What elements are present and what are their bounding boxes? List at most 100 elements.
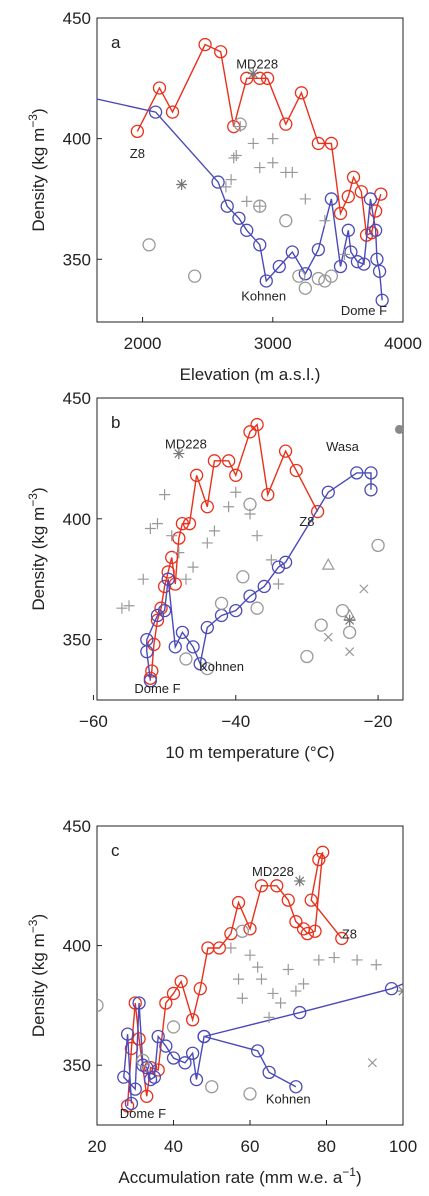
marker [250,417,264,432]
marker [225,942,237,954]
y-label-text: Density (kg m [29,128,48,232]
y-label-text: Density (kg m [29,933,48,1037]
annotation: MD228 [165,437,207,452]
annotation: Dome F [341,303,387,318]
marker [278,555,293,569]
y-axis-label: Density (kg m−3) [26,108,48,231]
marker [333,259,348,274]
marker [174,974,188,989]
marker [365,226,379,240]
marker [151,1029,165,1044]
marker [298,978,310,990]
y-label-exp: −3 [26,493,40,507]
marker [243,497,257,511]
marker [147,1070,162,1084]
marker [279,117,293,131]
series-line [126,851,343,1106]
marker [235,924,250,938]
marker [223,501,235,513]
marker [220,199,234,213]
marker [272,259,286,274]
marker [344,614,356,626]
marker [222,454,236,468]
marker [117,1070,131,1084]
marker [250,601,264,615]
marker [312,852,326,867]
marker [214,45,228,59]
marker [151,518,163,530]
marker [260,71,275,85]
x-tick-label: 80 [317,1137,336,1156]
marker [300,649,314,664]
marker [420,968,429,980]
marker [157,603,172,618]
marker [363,192,378,206]
y-label-exp: −3 [26,114,40,128]
y-tick-label: 350 [63,631,91,650]
marker [311,136,326,151]
x-tick-label: 20 [88,1137,107,1156]
marker [321,485,335,499]
marker [289,463,303,478]
marker [345,647,355,657]
annotation: Wasa [326,439,360,454]
annotation: Kohnen [199,659,244,674]
marker [159,489,171,501]
marker [357,257,371,271]
marker [342,625,357,640]
marker [251,530,263,542]
marker [324,136,339,151]
panel-letter: a [111,33,121,52]
series-line [203,983,403,1038]
marker [289,915,303,929]
x-tick-label: 3000 [254,334,292,353]
marker [324,269,339,283]
marker [207,454,222,468]
y-label-text: Density (kg m [29,507,48,611]
marker [166,1020,181,1034]
marker [351,954,363,966]
marker [275,997,287,1009]
marker [252,961,264,973]
marker [364,483,378,497]
marker [159,996,173,1010]
marker [228,152,240,164]
marker [161,565,175,579]
marker [120,1027,135,1041]
marker [150,608,165,623]
marker [232,211,246,225]
marker [299,193,311,205]
marker [294,86,309,100]
marker [189,1072,204,1087]
marker [247,67,259,79]
marker [285,245,299,259]
marker [240,223,254,237]
marker [335,603,350,618]
marker [259,274,273,288]
marker [211,175,225,189]
marker [147,637,161,652]
marker [165,550,179,565]
marker [132,996,146,1010]
marker [159,1039,173,1053]
marker [311,271,326,286]
y-tick-label: 400 [63,510,91,529]
marker [130,124,145,139]
x-tick-label: 40 [164,1137,183,1156]
marker [229,468,243,482]
marker [254,879,269,893]
y-label-end: ) [29,487,48,493]
marker [286,166,298,178]
marker [328,952,340,964]
marker [313,954,325,966]
marker [200,661,214,676]
marker [247,137,259,149]
marker [123,600,135,612]
marker [294,875,306,887]
marker [116,602,128,614]
marker [136,1058,150,1072]
marker [243,425,257,439]
marker [319,215,331,227]
marker [394,424,403,434]
